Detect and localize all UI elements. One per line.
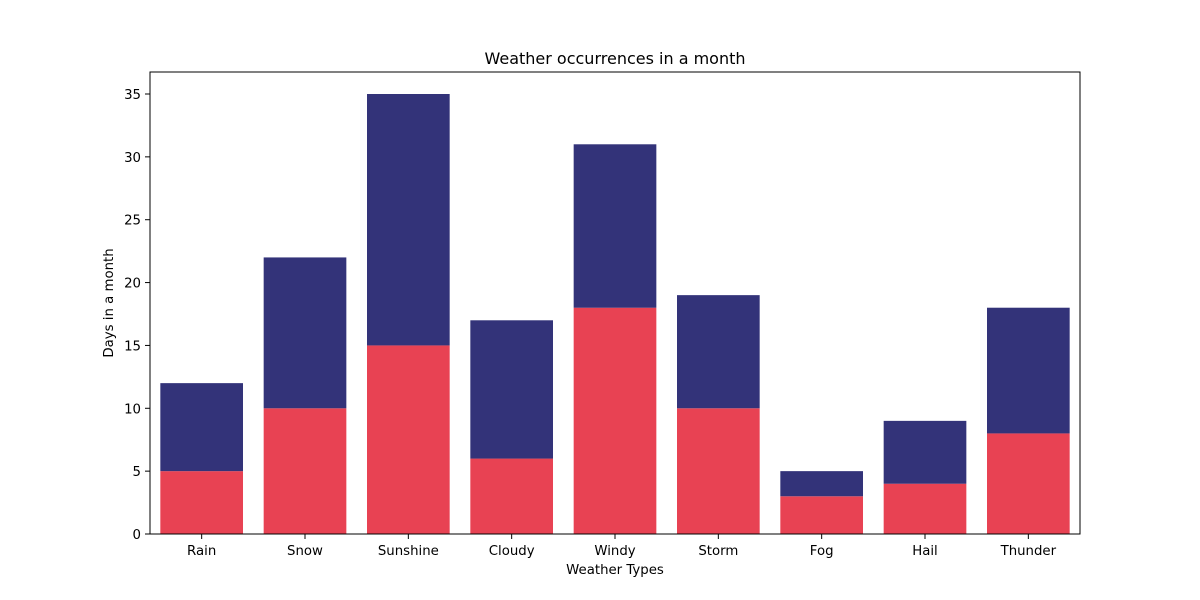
bar-sunshine-segment-1 bbox=[367, 345, 450, 534]
y-tick-label: 35 bbox=[124, 88, 141, 103]
bar-rain-segment-1 bbox=[160, 471, 243, 534]
x-tick-label-cloudy: Cloudy bbox=[489, 544, 535, 559]
y-tick-label: 20 bbox=[124, 277, 141, 292]
x-tick-label-storm: Storm bbox=[698, 544, 738, 559]
x-axis: Rain Snow Sunshine Cloudy Windy Storm Fog Hail T… bbox=[187, 534, 1057, 559]
bar-windy-segment-1 bbox=[573, 307, 657, 534]
bar-fog-segment-2 bbox=[780, 471, 863, 497]
bar-sunshine-segment-2 bbox=[367, 94, 450, 346]
y-tick-label: 15 bbox=[124, 339, 141, 354]
bar-hail-segment-1 bbox=[883, 483, 967, 534]
bar-snow-segment-2 bbox=[263, 257, 347, 409]
x-tick-label-snow: Snow bbox=[287, 544, 323, 559]
x-tick-label-thunder: Thunder bbox=[1000, 544, 1057, 559]
y-tick-label: 5 bbox=[133, 465, 141, 480]
x-tick-label-windy: Windy bbox=[594, 544, 635, 559]
chart-title: Weather occurrences in a month bbox=[484, 49, 745, 68]
y-tick-label: 10 bbox=[124, 402, 141, 417]
bar-fog-segment-1 bbox=[780, 496, 863, 534]
y-axis: 0 5 10 15 20 25 30 35 bbox=[124, 88, 150, 543]
bar-storm-segment-2 bbox=[677, 295, 760, 409]
y-tick-label: 30 bbox=[124, 151, 141, 166]
x-axis-label: Weather Types bbox=[566, 563, 664, 578]
x-tick-label-rain: Rain bbox=[187, 544, 216, 559]
bar-rain-segment-2 bbox=[160, 383, 243, 472]
bar-thunder-segment-1 bbox=[987, 433, 1070, 534]
bar-hail-segment-2 bbox=[883, 420, 967, 484]
y-tick-label: 0 bbox=[133, 528, 141, 543]
bar-snow-segment-1 bbox=[263, 408, 347, 534]
y-axis-label: Days in a month bbox=[102, 248, 117, 357]
bar-storm-segment-1 bbox=[677, 408, 760, 534]
bar-cloudy-segment-2 bbox=[470, 320, 553, 459]
bars bbox=[160, 94, 1070, 534]
plot-frame bbox=[149, 71, 1081, 535]
x-tick-label-fog: Fog bbox=[810, 544, 834, 559]
bar-windy-segment-2 bbox=[573, 144, 657, 308]
x-tick-label-sunshine: Sunshine bbox=[378, 544, 439, 559]
bar-cloudy-segment-1 bbox=[470, 458, 553, 534]
x-tick-label-hail: Hail bbox=[912, 544, 938, 559]
bar-thunder-segment-2 bbox=[987, 307, 1070, 434]
y-tick-label: 25 bbox=[124, 214, 141, 229]
